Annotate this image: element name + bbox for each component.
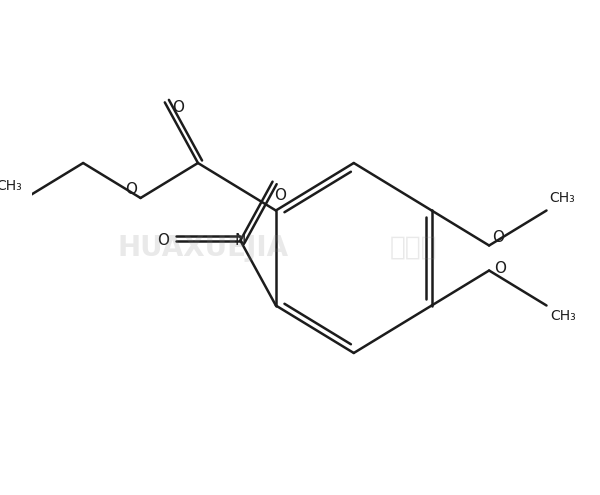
Text: O: O bbox=[494, 261, 506, 276]
Text: O: O bbox=[172, 100, 184, 115]
Text: N: N bbox=[235, 233, 246, 248]
Text: CH₃: CH₃ bbox=[549, 192, 575, 205]
Text: O: O bbox=[157, 233, 169, 248]
Text: CH₃: CH₃ bbox=[551, 308, 577, 323]
Text: HUAXUEJIA: HUAXUEJIA bbox=[117, 234, 288, 261]
Text: O: O bbox=[493, 230, 505, 245]
Text: 付学加: 付学加 bbox=[390, 235, 437, 260]
Text: O: O bbox=[274, 188, 286, 203]
Text: CH₃: CH₃ bbox=[0, 179, 22, 193]
Text: O: O bbox=[125, 183, 137, 198]
